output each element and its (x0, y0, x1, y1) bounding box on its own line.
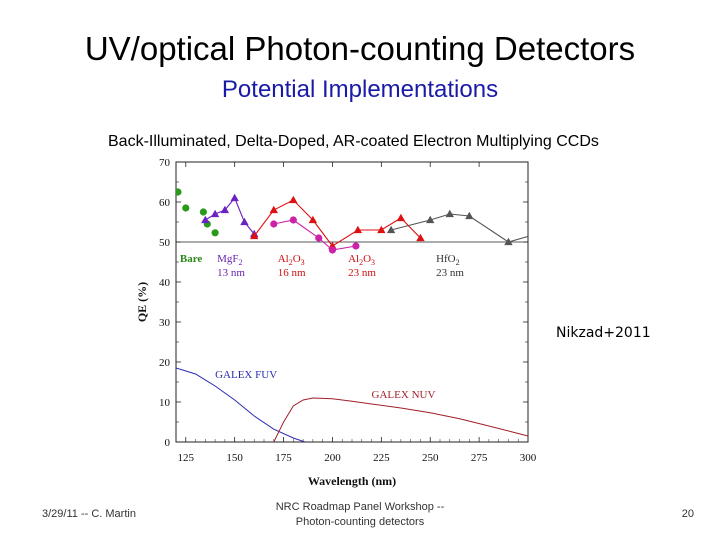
data-point (504, 237, 513, 246)
data-point (353, 225, 363, 234)
x-tick-label: 125 (178, 452, 195, 464)
series-label: GALEX FUV (215, 369, 277, 381)
data-point (269, 205, 278, 214)
footer-event-line1: NRC Roadmap Panel Workshop -- (275, 501, 445, 513)
data-point (230, 193, 239, 202)
citation: Nikzad+2011 (556, 325, 651, 341)
data-point (377, 225, 386, 234)
series-line (176, 367, 306, 442)
data-point (199, 208, 207, 216)
x-tick-label: 175 (275, 452, 292, 464)
footer-date-author: 3/29/11 -- C. Martin (42, 508, 136, 520)
x-axis-label: Wavelength (nm) (308, 474, 396, 488)
data-point (553, 224, 561, 231)
y-tick-label: 40 (159, 277, 171, 289)
footer-event: NRC Roadmap Panel Workshop -- Photon-cou… (255, 500, 465, 530)
coating-thickness-al2o3-23: 23 nm (348, 267, 376, 279)
series-line (390, 213, 528, 243)
data-point (426, 215, 435, 224)
y-tick-label: 10 (159, 397, 171, 409)
data-point (396, 213, 406, 222)
y-tick-label: 20 (159, 357, 171, 369)
data-point (240, 217, 249, 226)
x-tick-label: 150 (226, 452, 243, 464)
plot-layer: 0 10 20 30 40 50 60 70 125 150 175 200 225 250 275 300 W… (135, 157, 561, 488)
data-point (250, 231, 259, 240)
series-line (273, 397, 528, 442)
data-point (445, 209, 454, 218)
footer-event-line2: Photon-counting detectors (295, 516, 425, 528)
series-label: GALEX NUV (372, 389, 436, 401)
data-point (465, 211, 474, 220)
data-point (270, 220, 278, 228)
data-point (201, 215, 210, 224)
slide-title: UV/optical Photon-counting Detectors (84, 30, 636, 67)
data-point (315, 234, 323, 242)
data-point (386, 225, 396, 234)
plot-frame (175, 161, 529, 443)
data-point (328, 246, 337, 254)
x-tick-label: 250 (422, 452, 439, 464)
x-tick-label: 200 (324, 452, 341, 464)
data-point (210, 209, 220, 218)
x-tick-label: 275 (471, 452, 488, 464)
y-tick-label: 0 (165, 437, 171, 449)
slide-subtitle: Potential Implementations (221, 76, 499, 103)
x-tick-label: 225 (373, 452, 390, 464)
coating-label-mgf2: MgF2 (217, 253, 242, 267)
data-point (182, 204, 190, 212)
data-point (416, 233, 425, 242)
data-point (220, 205, 230, 214)
series-group (176, 188, 561, 442)
data-point (176, 188, 182, 196)
coating-label-al2o3-16: Al2O3 (278, 253, 305, 267)
coating-thickness-hfo2: 23 nm (436, 267, 464, 279)
data-point (308, 215, 318, 224)
x-tick-label: 300 (520, 452, 537, 464)
data-point (289, 216, 297, 224)
y-tick-label: 50 (159, 237, 171, 249)
coating-thickness-mgf2: 13 nm (217, 267, 245, 279)
series-line (273, 219, 356, 251)
coating-thickness-al2o3-16: 16 nm (278, 267, 306, 279)
data-point (352, 242, 360, 250)
data-point (211, 229, 219, 237)
data-point (289, 195, 298, 204)
y-tick-label: 60 (159, 197, 171, 209)
y-axis-label: QE (%) (135, 282, 149, 322)
coating-label-bare: Bare (180, 253, 203, 265)
page-number: 20 (681, 508, 694, 520)
coating-label-al2o3-23: Al2O3 (348, 253, 375, 267)
chart-heading: Back-Illuminated, Delta-Doped, AR-coated… (108, 133, 599, 150)
y-tick-label: 70 (159, 157, 171, 169)
coating-label-hfo2: HfO2 (436, 253, 460, 267)
y-tick-label: 30 (159, 317, 171, 329)
